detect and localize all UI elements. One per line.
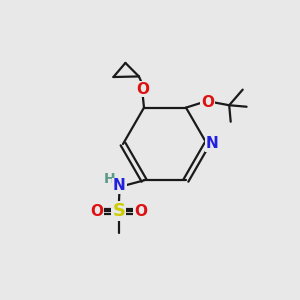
Text: O: O <box>201 95 214 110</box>
Text: O: O <box>136 82 149 97</box>
Text: O: O <box>134 204 147 219</box>
Text: O: O <box>91 204 104 219</box>
Text: H: H <box>104 172 116 186</box>
Text: N: N <box>206 136 219 152</box>
Text: S: S <box>112 202 125 220</box>
Text: N: N <box>113 178 126 193</box>
